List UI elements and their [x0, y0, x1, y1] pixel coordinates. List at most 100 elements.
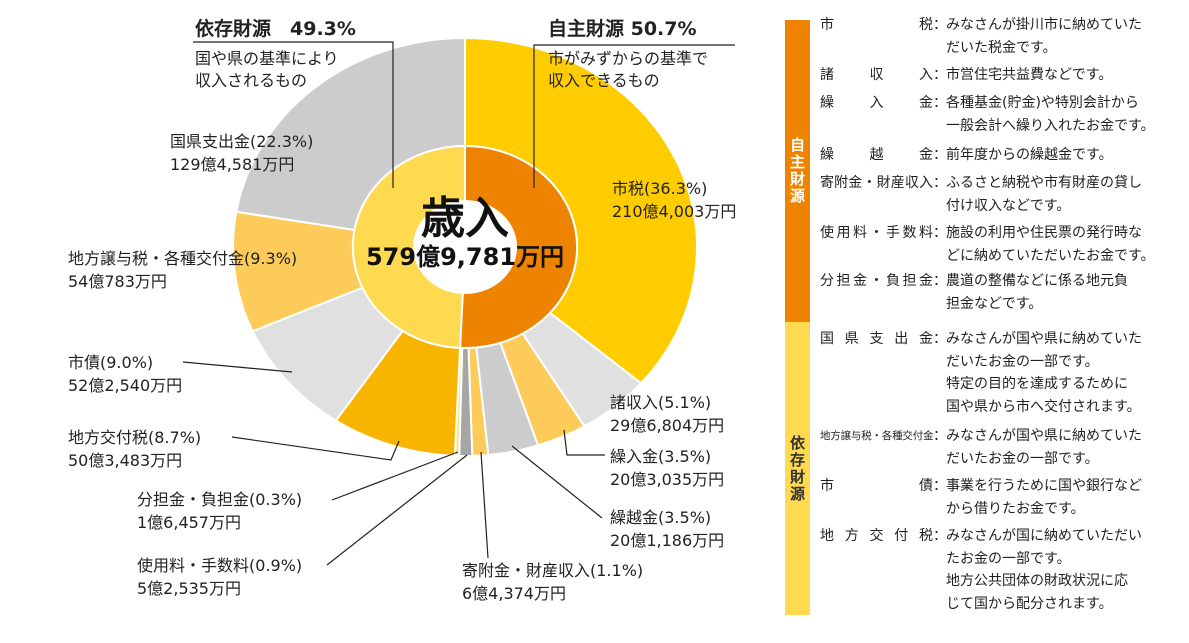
glossary-desc-line: 国や県から市へ交付されます。 — [946, 398, 1141, 415]
label-kurikoshi: 繰越金(3.5%) 20億1,186万円 — [610, 508, 725, 550]
glossary-row: 市税：みなさんが掛川市に納めていた だいた税金です。 — [820, 14, 1171, 59]
leader-kofuzei — [231, 436, 400, 461]
inner-segment — [353, 146, 465, 348]
glossary-row: 使用料・手数料：施設の利用や住民票の発行時な どに納めていただいたお金です。 — [820, 222, 1171, 267]
glossary-desc-line: どに納めていただいたお金です。 — [946, 247, 1155, 264]
glossary-desc: 事業を行うために国や銀行など から借りたお金です。 — [946, 475, 1171, 520]
glossary-colon: ： — [933, 17, 947, 33]
glossary-desc-line: 地方公共団体の財政状況に応 — [946, 573, 1128, 589]
jishu-group-title: 自主財源 50.7% — [548, 18, 697, 40]
izon-desc-line: 収入されるもの — [195, 71, 308, 90]
glossary-desc: みなさんが掛川市に納めていた だいた税金です。 — [946, 14, 1171, 59]
glossary-desc: 各種基金(貯金)や特別会計から 一般会計へ繰り入れたお金です。 — [946, 92, 1171, 137]
glossary-desc-line: だいたお金の一部です。 — [946, 353, 1099, 370]
inner-segment — [460, 146, 577, 348]
jishu-side-bar: 自主財源 — [785, 20, 810, 322]
leader-shiyo — [326, 454, 468, 566]
glossary-row: 地方交付税：みなさんが国に納めていただい たお金の一部です。地方公共団体の財政状況… — [820, 525, 1171, 615]
glossary-term: 地方交付税 — [820, 528, 933, 544]
glossary-term: 諸収入 — [820, 67, 933, 83]
leader-izon — [193, 41, 394, 188]
glossary-desc-line: みなさんが掛川市に納めていた — [946, 17, 1142, 33]
glossary-desc-line: ふるさと納税や市有財産の貸し — [946, 175, 1142, 191]
glossary-row: 市債：事業を行うために国や銀行など から借りたお金です。 — [820, 475, 1171, 520]
glossary-desc-line: みなさんが国や県に納めていた — [946, 428, 1142, 444]
glossary-colon: ： — [933, 528, 947, 544]
label-kifu: 寄附金・財産収入(1.1%) 6億4,374万円 — [462, 561, 644, 603]
glossary-desc-line: 一般会計へ繰り入れたお金です。 — [946, 117, 1155, 134]
label-buntan: 分担金・負担金(0.3%) 1億6,457万円 — [137, 490, 303, 532]
glossary-row: 繰越金：前年度からの繰越金です。 — [820, 144, 1171, 167]
glossary-desc: みなさんが国や県に納めていた だいたお金の一部です。特定の目的を達成するために 国や… — [946, 328, 1171, 418]
glossary-colon: ： — [933, 147, 947, 163]
glossary-desc: 農道の整備などに係る地元負 担金などです。 — [946, 270, 1171, 315]
label-kenshishutsu: 国県支出金(22.3%) 129億4,581万円 — [170, 132, 314, 174]
label-kurireki: 繰入金(3.5%) 20億3,035万円 — [610, 447, 725, 489]
label-shizei: 市税(36.3%) 210億4,003万円 — [612, 179, 737, 221]
glossary-colon: ： — [933, 67, 947, 83]
glossary-row: 諸収入：市営住宅共益費などです。 — [820, 64, 1171, 87]
glossary-desc-line: 農道の整備などに係る地元負 — [946, 273, 1128, 289]
glossary-term: 使用料・手数料 — [820, 225, 933, 241]
glossary-desc-line: 担金などです。 — [946, 295, 1043, 312]
leader-kurikoshi — [511, 445, 603, 519]
glossary-term: 市債 — [820, 478, 933, 494]
center-value: 579億9,781万円 — [365, 243, 564, 271]
label-shiyo: 使用料・手数料(0.9%) 5億2,535万円 — [137, 556, 303, 598]
glossary-desc-line: だいた税金です。 — [946, 39, 1057, 56]
glossary-desc: 施設の利用や住民票の発行時な どに納めていただいたお金です。 — [946, 222, 1171, 267]
leader-kurireki — [563, 429, 605, 456]
glossary-desc-line: 市営住宅共益費などです。 — [946, 67, 1113, 83]
glossary-desc-line: みなさんが国に納めていただい — [946, 528, 1142, 544]
glossary-row: 寄附金・財産収入：ふるさと納税や市有財産の貸し 付け収入などです。 — [820, 172, 1171, 217]
glossary-desc-line: たお金の一部です。 — [946, 550, 1071, 567]
izon-bar-label: 依存財源 — [789, 433, 805, 503]
glossary-desc: みなさんが国に納めていただい たお金の一部です。地方公共団体の財政状況に応 じて国か… — [946, 525, 1171, 615]
glossary-colon: ： — [933, 428, 947, 444]
leader-lines — [182, 41, 735, 566]
glossary-desc: 市営住宅共益費などです。 — [946, 64, 1171, 87]
izon-desc-line: 国や県の基準により — [195, 49, 339, 68]
glossary-term: 分担金・負担金 — [820, 273, 933, 289]
glossary-desc-line: 特定の目的を達成するために — [946, 376, 1128, 392]
jishu-bar-label: 自主財源 — [789, 136, 805, 205]
glossary-colon: ： — [933, 95, 947, 111]
jishu-desc-line: 市がみずからの基準で — [548, 49, 709, 68]
glossary-colon: ： — [933, 225, 947, 241]
glossary-desc-line: 付け収入などです。 — [946, 197, 1071, 214]
label-shisai: 市債(9.0%) 52億2,540万円 — [68, 353, 183, 395]
izon-side-bar: 依存財源 — [785, 322, 810, 615]
glossary-desc-line: 前年度からの繰越金です。 — [946, 147, 1113, 163]
label-joyo: 地方譲与税・各種交付金(9.3%) 54億783万円 — [68, 249, 298, 291]
glossary-desc: 前年度からの繰越金です。 — [946, 144, 1171, 167]
glossary-term: 市税 — [820, 17, 933, 33]
glossary-desc-line: じて国から配分されます。 — [946, 595, 1113, 612]
label-shoshunyu: 諸収入(5.1%) 29億6,804万円 — [610, 393, 725, 435]
glossary-term: 繰越金 — [820, 147, 933, 163]
glossary-desc: みなさんが国や県に納めていた だいたお金の一部です。 — [946, 425, 1171, 470]
glossary-desc-line: 各種基金(貯金)や特別会計から — [946, 95, 1139, 111]
revenue-donut-chart — [182, 0, 735, 566]
glossary-colon: ： — [933, 478, 947, 494]
glossary-desc-line: だいたお金の一部です。 — [946, 450, 1099, 467]
glossary-term: 寄附金・財産収入 — [820, 175, 933, 191]
glossary-row: 分担金・負担金：農道の整備などに係る地元負 担金などです。 — [820, 270, 1171, 315]
jishu-group-desc: 市がみずからの基準で 収入できるもの — [548, 48, 708, 92]
glossary-desc-line: みなさんが国や県に納めていた — [946, 331, 1142, 347]
leader-buntan — [331, 451, 459, 501]
glossary-row: 地方譲与税・各種交付金：みなさんが国や県に納めていた だいたお金の一部です。 — [820, 425, 1171, 470]
leader-jishu — [533, 44, 735, 188]
glossary-term: 国県支出金 — [820, 331, 933, 347]
glossary-colon: ： — [933, 273, 947, 289]
center-total: 歳入 579億9,781万円 — [352, 193, 578, 272]
izon-group-desc: 国や県の基準により 収入されるもの — [195, 48, 339, 92]
glossary-term: 繰入金 — [820, 95, 933, 111]
glossary-desc-line: から借りたお金です。 — [946, 500, 1085, 517]
glossary-row: 繰入金：各種基金(貯金)や特別会計から 一般会計へ繰り入れたお金です。 — [820, 92, 1171, 137]
glossary-desc-line: 施設の利用や住民票の発行時な — [946, 225, 1142, 241]
label-kofuzei: 地方交付税(8.7%) 50億3,483万円 — [68, 428, 202, 470]
jishu-desc-line: 収入できるもの — [548, 71, 660, 90]
izon-group-title: 依存財源 49.3% — [195, 18, 356, 40]
center-title: 歳入 — [421, 193, 509, 244]
leader-kifu — [480, 451, 489, 559]
